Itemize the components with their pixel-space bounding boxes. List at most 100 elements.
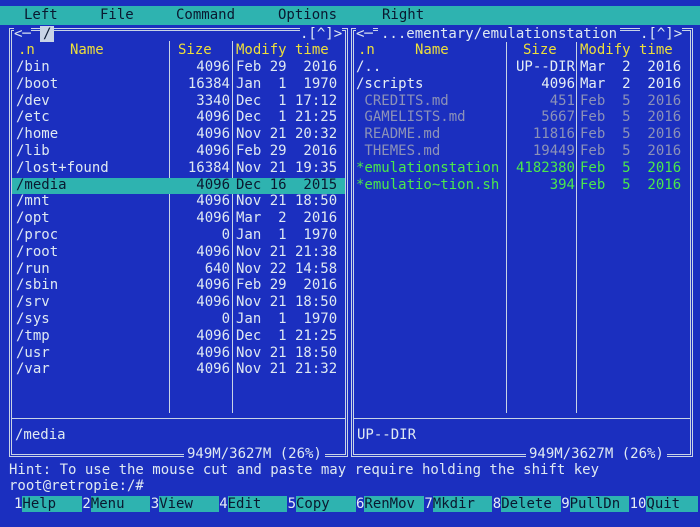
panel-controls[interactable]: .[^]>: [640, 26, 683, 42]
disk-usage: 949M/3627M (26%): [526, 446, 667, 462]
file-modified: Dec 1 17:12: [236, 92, 338, 109]
menu-bar: [0, 6, 700, 25]
file-size: 394: [549, 176, 575, 193]
file-modified: Feb 5 2016: [580, 109, 682, 126]
file-modified: Nov 21 21:32: [236, 361, 338, 378]
column-header: Name: [70, 42, 104, 58]
file-name[interactable]: CREDITS.md: [356, 92, 449, 109]
file-modified: Feb 5 2016: [580, 92, 682, 109]
file-name[interactable]: /var: [16, 361, 50, 378]
fkey-label[interactable]: Edit: [227, 496, 288, 512]
file-modified: Jan 1 1970: [236, 227, 338, 243]
file-name[interactable]: /lost+found: [16, 159, 109, 176]
fkey-number: 3: [150, 496, 160, 512]
panel-controls[interactable]: .[^]>: [300, 26, 343, 42]
file-size: 4096: [196, 176, 230, 193]
menu-item[interactable]: File: [100, 7, 134, 23]
file-size: 16384: [187, 159, 230, 176]
file-modified: Feb 5 2016: [580, 176, 682, 193]
column-divider: [169, 41, 170, 413]
file-modified: Nov 21 19:35: [236, 159, 338, 176]
panel-title: /: [40, 26, 55, 42]
file-name[interactable]: /sys: [16, 311, 50, 327]
panel-title: ...ementary/emulationstation: [378, 26, 621, 42]
file-modified: Feb 5 2016: [580, 126, 682, 143]
file-name[interactable]: /home: [16, 126, 59, 143]
file-name[interactable]: /tmp: [16, 327, 50, 344]
file-modified: Dec 16 2015: [236, 176, 338, 193]
file-name[interactable]: /boot: [16, 75, 59, 92]
fkey-number: 2: [82, 496, 91, 512]
menu-item[interactable]: Right: [382, 7, 425, 23]
file-name[interactable]: /run: [16, 260, 50, 277]
menu-item[interactable]: Left: [24, 7, 58, 23]
fkey-label[interactable]: Help: [22, 496, 82, 512]
file-size: 4182380: [515, 159, 575, 176]
file-modified: Feb 29 2016: [236, 59, 338, 75]
file-modified: Mar 2 2016: [236, 210, 338, 227]
panel-status: UP--DIR: [357, 427, 417, 443]
file-size: 11816: [532, 126, 575, 143]
file-size: 4096: [196, 143, 230, 159]
file-name[interactable]: /dev: [16, 92, 50, 109]
file-name[interactable]: /bin: [16, 59, 50, 75]
file-size: 4096: [196, 277, 230, 294]
fkey-label[interactable]: Menu: [90, 496, 151, 512]
column-header: Size: [523, 42, 557, 58]
fkey-label[interactable]: Quit: [646, 496, 698, 512]
file-name[interactable]: /..: [356, 59, 382, 75]
file-name[interactable]: /mnt: [16, 193, 50, 210]
file-name[interactable]: /opt: [16, 210, 50, 227]
fkey-label[interactable]: Delete: [501, 496, 561, 512]
panel-title-prefix: <─: [356, 26, 373, 42]
file-modified: Feb 29 2016: [236, 277, 338, 294]
fkey-label[interactable]: Copy: [296, 496, 356, 512]
file-name[interactable]: /usr: [16, 344, 50, 361]
file-size: 640: [204, 260, 230, 277]
status-divider: [354, 418, 690, 419]
fkey-label[interactable]: Mkdir: [432, 496, 493, 512]
file-name[interactable]: /srv: [16, 294, 50, 311]
disk-usage: 949M/3627M (26%): [184, 446, 325, 462]
file-name[interactable]: THEMES.md: [356, 143, 441, 159]
file-modified: Nov 21 21:38: [236, 243, 338, 260]
file-name[interactable]: *emulationstation: [356, 159, 500, 176]
column-header: .n: [18, 42, 35, 58]
file-modified: Feb 5 2016: [580, 143, 682, 159]
column-divider: [576, 41, 577, 413]
file-name[interactable]: /media: [16, 176, 67, 193]
file-size: 5667: [541, 109, 575, 126]
left-panel-frame: [9, 28, 348, 457]
file-size: 4096: [196, 59, 230, 75]
column-divider: [506, 41, 507, 413]
shell-prompt: root@retropie:/#: [9, 478, 144, 494]
file-size: 4096: [196, 193, 230, 210]
file-name[interactable]: /root: [16, 243, 59, 260]
file-name[interactable]: /etc: [16, 109, 50, 126]
fkey-label[interactable]: RenMov: [364, 496, 424, 512]
file-name[interactable]: /lib: [16, 143, 50, 159]
file-size: 3340: [196, 92, 230, 109]
menu-item[interactable]: Command: [176, 7, 236, 23]
file-modified: Nov 21 20:32: [236, 126, 338, 143]
file-modified: Feb 5 2016: [580, 159, 682, 176]
file-modified: Mar 2 2016: [580, 59, 682, 75]
file-modified: Nov 22 14:58: [236, 260, 338, 277]
file-size: 451: [549, 92, 575, 109]
file-name[interactable]: /scripts: [356, 75, 424, 92]
file-name[interactable]: *emulatio~tion.sh: [356, 176, 500, 193]
fkey-label[interactable]: PullDn: [569, 496, 630, 512]
menu-item[interactable]: Options: [278, 7, 338, 23]
file-modified: Mar 2 2016: [580, 75, 682, 92]
file-size: 4096: [196, 210, 230, 227]
file-name[interactable]: /proc: [16, 227, 59, 243]
column-header: Modify time: [580, 42, 673, 58]
fkey-label[interactable]: View: [159, 496, 219, 512]
file-name[interactable]: /sbin: [16, 277, 59, 294]
file-name[interactable]: GAMELISTS.md: [356, 109, 466, 126]
file-name[interactable]: README.md: [356, 126, 441, 143]
hint-line: Hint: To use the mouse cut and paste may…: [9, 462, 600, 478]
file-size: 19449: [532, 143, 575, 159]
column-header: Modify time: [236, 42, 329, 58]
